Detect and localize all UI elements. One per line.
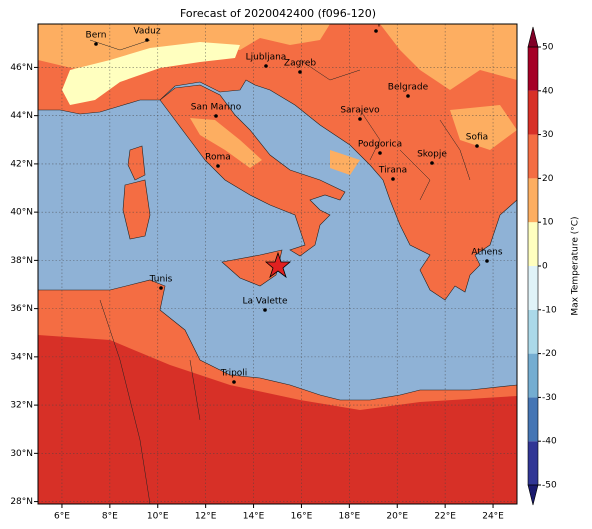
colorbar-bin: [528, 178, 538, 223]
colorbar-bin: [528, 441, 538, 485]
sardinia: [122, 179, 151, 240]
colorbar-bin: [528, 90, 538, 135]
city-dot: [94, 42, 98, 46]
borders: [89, 39, 471, 504]
colorbar-tick-label: 50: [542, 43, 554, 53]
city-dot: [232, 380, 236, 384]
city-label: Sofia: [466, 133, 488, 143]
grid: [38, 24, 517, 504]
x-tick-label: 16°E: [291, 512, 313, 522]
colorbar-bin: [528, 397, 538, 442]
x-tick-label: 24°E: [482, 512, 504, 522]
cool-patch: [62, 42, 240, 105]
colorbar-tick-label: 30: [542, 130, 554, 140]
map-title: Forecast of 2020042400 (f096-120): [180, 7, 376, 20]
y-tick-label: 42°N: [10, 159, 33, 169]
colorbar-tick-label: -40: [542, 437, 557, 447]
x-tick-label: 12°E: [195, 512, 217, 522]
colorbar-bin: [528, 222, 538, 266]
city-label: Zagreb: [284, 59, 316, 69]
colorbar-extend-low: [527, 484, 539, 506]
x-tick-label: 20°E: [386, 512, 408, 522]
colorbar-tick-label: 40: [542, 86, 554, 96]
city-dot: [378, 151, 382, 155]
colorbar-tick-label: 10: [542, 218, 554, 228]
city-label: Ljubljana: [246, 53, 287, 63]
city-label: Tripoli: [220, 369, 248, 379]
colorbar-bin: [528, 134, 538, 179]
colorbar-tick-label: -20: [542, 349, 557, 359]
x-tick-label: 22°E: [434, 512, 456, 522]
city-dot: [374, 29, 378, 33]
colorbar-bin: [528, 47, 538, 91]
y-tick-label: 46°N: [10, 63, 33, 73]
city-label: Vaduz: [133, 27, 160, 37]
colorbar-tick-label: -30: [542, 393, 557, 403]
city-dot: [475, 144, 479, 148]
colorbar-tick-label: -10: [542, 305, 557, 315]
city-dot: [264, 64, 268, 68]
map-frame: [37, 23, 518, 505]
city-label: Sarajevo: [340, 106, 380, 116]
city-label: Bern: [86, 31, 107, 41]
corsica: [127, 145, 146, 181]
colorbar: -50 -40 -30 -20 -10 0 10 20 30 40 50: [527, 26, 557, 506]
x-tick-label: 18°E: [339, 512, 361, 522]
y-tick-label: 30°N: [10, 449, 33, 459]
city-label: Tirana: [378, 166, 407, 176]
y-tick-label: 38°N: [10, 256, 33, 266]
city-label: Roma: [205, 153, 231, 163]
city-dot: [145, 38, 149, 42]
city-dot: [263, 308, 267, 312]
city-label: Tunis: [149, 275, 173, 285]
warm-patches: [38, 24, 517, 175]
colorbar-tick-label: 0: [542, 262, 548, 272]
city-dot: [216, 164, 220, 168]
y-tick-label: 34°N: [10, 352, 33, 362]
sicily: [221, 249, 283, 287]
colorbar-extend-high: [527, 26, 539, 48]
city-dot: [159, 286, 163, 290]
colorbar-bin: [528, 353, 538, 398]
colorbar-label: Max Temperature (°C): [571, 216, 581, 315]
x-tick-label: 8°E: [102, 512, 118, 522]
y-tick-label: 32°N: [10, 401, 33, 411]
city-dot: [298, 70, 302, 74]
italy-inland: [190, 118, 262, 168]
land-north: [38, 24, 517, 301]
y-tick-label: 36°N: [10, 304, 33, 314]
city-label: La Valette: [243, 297, 288, 307]
city-dot: [485, 259, 489, 263]
forecast-star: [264, 251, 292, 279]
city-label: Belgrade: [388, 83, 429, 93]
city-dot: [406, 94, 410, 98]
colorbar-bin: [528, 266, 538, 310]
city-label: Budapest: [355, 18, 398, 28]
axes: 6°E 8°E 10°E 12°E 14°E 16°E 18°E 20°E 22°E 24°E 28…: [10, 63, 504, 522]
colorbar-tick-label: 20: [542, 174, 554, 184]
city-label: Skopje: [417, 150, 447, 160]
city-label: San Marino: [191, 103, 242, 113]
city-label: Podgorica: [358, 140, 402, 150]
city-dot: [358, 117, 362, 121]
x-tick-label: 6°E: [54, 512, 70, 522]
y-tick-label: 40°N: [10, 208, 33, 218]
y-tick-label: 28°N: [10, 497, 33, 507]
colorbar-bin: [528, 309, 538, 354]
city-dot: [430, 161, 434, 165]
city-label: Athens: [471, 248, 502, 258]
x-tick-label: 14°E: [243, 512, 265, 522]
y-tick-label: 44°N: [10, 111, 33, 121]
city-dot: [214, 114, 218, 118]
colorbar-tick-label: -50: [542, 481, 557, 491]
city-dot: [391, 177, 395, 181]
x-tick-label: 10°E: [147, 512, 169, 522]
